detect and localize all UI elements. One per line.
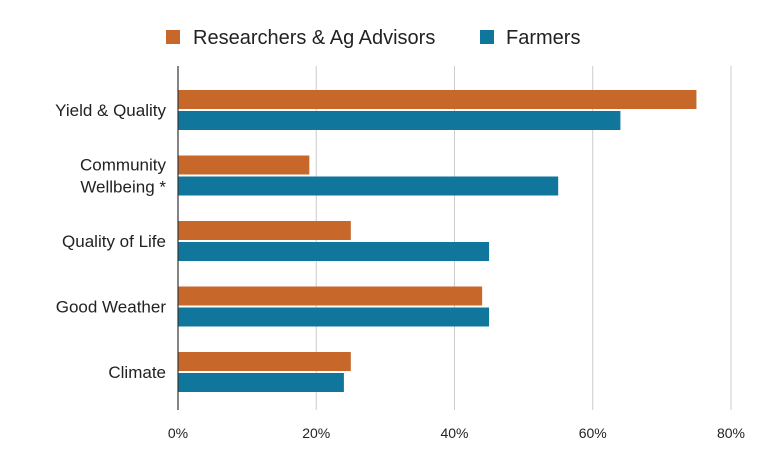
x-tick-labels: 0% 20% 40% 60% 80% [168,425,745,441]
category-label-climate: Climate [108,363,166,382]
bars [178,90,697,392]
bar-researchers-ag-advisors-quality-of-life [178,221,351,240]
bar-researchers-ag-advisors-good-weather [178,286,483,306]
bar-researchers-ag-advisors-community-wellbeing [178,155,310,175]
category-label-community-wellbeing-line-1: Community [80,156,166,175]
category-label-quality-of-life: Quality of Life [62,232,166,251]
category-label-yield-quality: Yield & Quality [55,101,166,120]
category-label-community-wellbeing-line-2: Wellbeing * [80,178,166,197]
legend-label-farmers: Farmers [506,27,580,49]
x-tick-label-80: 80% [717,425,745,441]
category-label-good-weather: Good Weather [56,298,167,317]
bar-researchers-ag-advisors-climate [178,352,351,371]
legend-swatch-farmers [480,30,494,44]
bar-farmers-community-wellbeing [178,176,559,196]
x-tick-label-0: 0% [168,425,188,441]
x-tick-label-60: 60% [579,425,607,441]
legend-label-researchers-ag-advisors: Researchers & Ag Advisors [193,27,435,49]
bar-farmers-quality-of-life [178,242,490,261]
category-labels: Yield & Quality Community Wellbeing * Quali… [55,101,166,382]
bar-farmers-yield-quality [178,111,621,130]
legend-swatch-researchers-ag-advisors [166,30,180,44]
bar-farmers-good-weather [178,307,490,327]
bar-farmers-climate [178,373,344,392]
bar-researchers-ag-advisors-yield-quality [178,90,697,109]
x-tick-label-20: 20% [302,425,330,441]
x-tick-label-40: 40% [440,425,468,441]
legend: Researchers & Ag Advisors Farmers [166,27,580,49]
